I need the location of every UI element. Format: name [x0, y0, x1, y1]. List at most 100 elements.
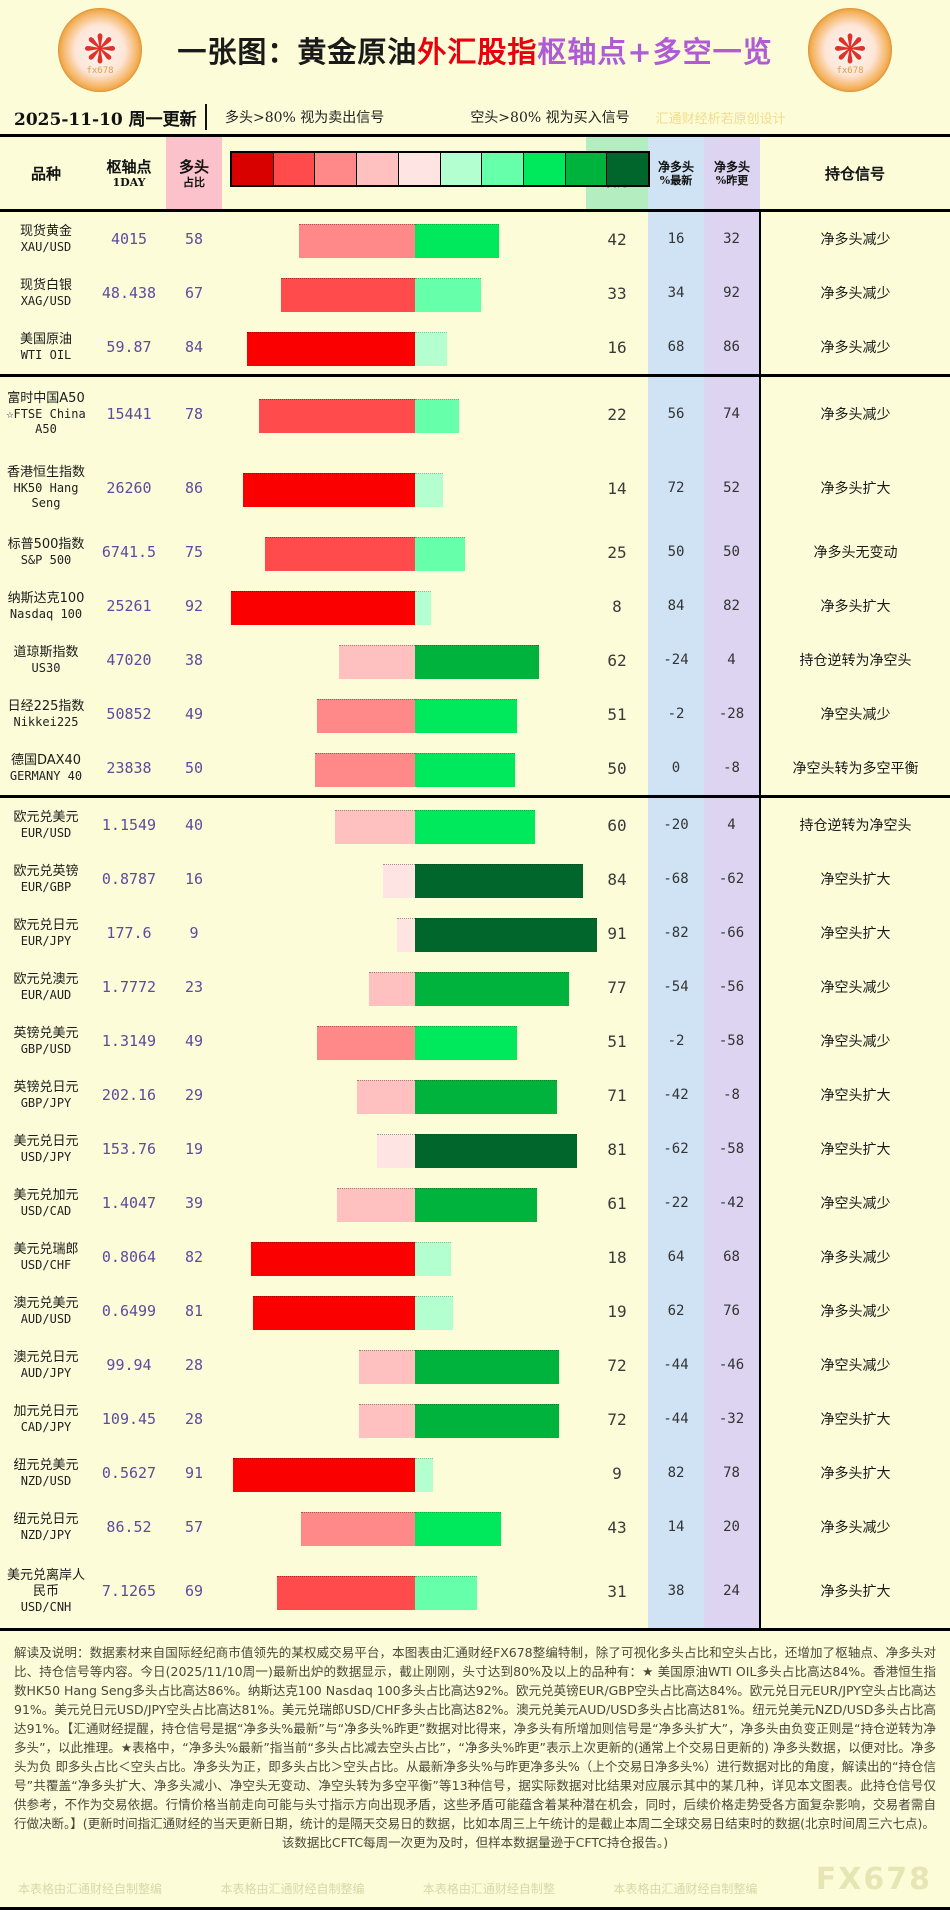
net-latest-value: 16: [648, 209, 704, 266]
net-prev-value: 86: [704, 320, 760, 376]
instrument-name: 澳元兑日元 AUD/JPY: [0, 1338, 92, 1392]
header-pivot-label: 枢轴点: [106, 158, 152, 177]
instrument-name: 美元兑日元 USD/JPY: [0, 1122, 92, 1176]
table-row: 欧元兑日元 EUR/JPY 177.6 9 91 -82 -66 净空头扩大: [0, 906, 950, 960]
net-latest-value: -24: [648, 633, 704, 687]
ratio-bar: [222, 745, 586, 791]
table-row: 欧元兑英镑 EUR/GBP 0.8787 16 84 -68 -62 净空头扩大: [0, 852, 950, 906]
bear-ratio-value: 77: [586, 960, 648, 1014]
footer-credits: 本表格由汇通财经自制整编 本表格由汇通财经自制整编 本表格由汇通财经自制整 本表…: [14, 1862, 936, 1901]
legend-swatch-0: [232, 153, 274, 185]
table-row: 现货黄金 XAU/USD 4015 58 42 16 32 净多头减少: [0, 209, 950, 266]
pivot-value: 1.7772: [101, 978, 157, 996]
bear-ratio-value: 50: [586, 741, 648, 797]
net-prev-value: 24: [704, 1554, 760, 1628]
position-signal: 净空头减少: [759, 1014, 950, 1068]
banner: ❋ fx678 一张图：黄金原油外汇股指枢轴点+多空一览 ❋ fx678: [0, 0, 950, 100]
ratio-bar-cell: [222, 795, 586, 852]
legend-swatch-1: [273, 153, 316, 185]
credit-3: 本表格由汇通财经自制整: [422, 1882, 555, 1896]
bull-bar: [316, 1026, 415, 1060]
ratio-bar-cell: [222, 1014, 586, 1068]
bear-bar: [414, 1242, 451, 1276]
ratio-bar-cell: [222, 960, 586, 1014]
bear-bar: [414, 591, 431, 625]
legend-swatch-2: [315, 153, 358, 185]
net-prev-value: 76: [704, 1284, 760, 1338]
position-signal: 净多头扩大: [759, 1446, 950, 1500]
ratio-bar: [222, 910, 597, 956]
footer-paragraph-text: 解读及说明：数据素材来自国际经纪商市值领先的某权威交易平台，本图表由汇通财经FX…: [14, 1645, 936, 1831]
bull-bar: [368, 972, 415, 1006]
instrument-name: 欧元兑美元 EUR/USD: [0, 795, 92, 852]
header-net-prev-sub: %昨更: [715, 174, 749, 188]
ratio-bar-cell: [222, 741, 586, 797]
net-latest-value: 72: [648, 451, 704, 525]
bull-ratio-value: 19: [184, 1140, 204, 1158]
bull-bar: [356, 1080, 415, 1114]
net-latest-value: -2: [648, 687, 704, 741]
bear-bar: [414, 864, 583, 898]
instrument-symbol: EUR/AUD: [20, 987, 72, 1002]
net-latest-value: -2: [648, 1014, 704, 1068]
ratio-bar: [222, 1342, 586, 1388]
bear-ratio-value: 16: [586, 320, 648, 376]
bear-ratio-value: 33: [586, 266, 648, 320]
header-signal: 持仓信号: [760, 137, 950, 212]
net-prev-value: 32: [704, 209, 760, 266]
net-latest-value: 68: [648, 320, 704, 376]
ratio-bar-cell: [222, 266, 586, 320]
instrument-name: 富时中国A50 ☆FTSE China A50: [0, 374, 92, 451]
header-net-prev-label: 净多头: [713, 160, 750, 175]
ratio-bar: [222, 324, 586, 370]
position-signal: 净空头扩大: [759, 1392, 950, 1446]
instrument-name: 德国DAX40 GERMANY 40: [0, 741, 92, 797]
net-prev-value: -8: [704, 741, 760, 797]
instrument-name: 现货黄金 XAU/USD: [0, 209, 92, 266]
bull-ratio-value: 38: [184, 651, 204, 669]
net-prev-value: -58: [704, 1122, 760, 1176]
position-signal: 净空头减少: [759, 1176, 950, 1230]
bear-bar: [414, 1026, 517, 1060]
bear-bar: [414, 1458, 433, 1492]
ratio-bar-cell: [222, 1392, 586, 1446]
position-signal: 净多头减少: [759, 209, 950, 266]
instrument-name: 日经225指数 Nikkei225: [0, 687, 92, 741]
bull-bar: [242, 473, 415, 507]
bull-bar: [264, 537, 415, 571]
bear-bar: [414, 1576, 477, 1610]
ratio-bar-cell: [222, 1176, 586, 1230]
bear-ratio-value: 51: [586, 687, 648, 741]
instrument-symbol: GERMANY 40: [9, 768, 83, 783]
net-prev-value: -8: [704, 1068, 760, 1122]
net-latest-value: 84: [648, 579, 704, 633]
bull-bar: [334, 810, 415, 844]
position-signal: 净空头扩大: [759, 1122, 950, 1176]
bull-bar: [250, 1242, 415, 1276]
header-net-prev: 净多头 %昨更: [704, 137, 760, 212]
bull-bar: [338, 645, 415, 679]
table-row: 加元兑日元 CAD/JPY 109.45 28 72 -44 -32 净空头扩大: [0, 1392, 950, 1446]
position-signal: 持仓逆转为净空头: [759, 633, 950, 687]
bear-ratio-value: 9: [586, 1446, 648, 1500]
net-latest-value: -82: [648, 906, 704, 960]
instrument-name: 欧元兑澳元 EUR/AUD: [0, 960, 92, 1014]
bear-bar: [414, 1134, 577, 1168]
pivot-value: 0.8787: [101, 870, 157, 888]
bear-ratio-value: 72: [586, 1338, 648, 1392]
table-row: 香港恒生指数 HK50 Hang Seng 26260 86 14 72 52 净多头扩大: [0, 451, 950, 525]
bull-ratio-value: 86: [184, 479, 204, 497]
net-latest-value: 50: [648, 525, 704, 579]
position-signal: 净多头减少: [759, 1500, 950, 1554]
header-pivot: 枢轴点 1DAY: [92, 137, 166, 212]
credit-2: 本表格由汇通财经自制整编: [220, 1882, 365, 1896]
bear-bar: [414, 473, 443, 507]
position-signal: 净空头扩大: [759, 906, 950, 960]
bear-ratio-value: 81: [586, 1122, 648, 1176]
bull-threshold-note: 多头>80% 视为卖出信号: [225, 110, 385, 126]
ratio-bar-cell: [222, 579, 586, 633]
position-signal: 净空头减少: [759, 687, 950, 741]
net-prev-value: -62: [704, 852, 760, 906]
header-colorscale-cell: [222, 137, 650, 212]
